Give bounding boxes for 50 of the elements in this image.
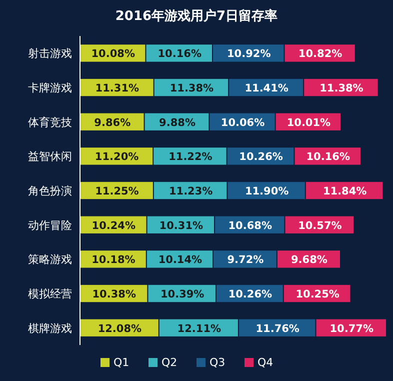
data-label: 10.82% — [298, 48, 343, 60]
y-tick-label: 角色扮演 — [28, 184, 72, 198]
data-label: 9.68% — [290, 254, 328, 266]
y-tick-label: 策略游戏 — [28, 253, 72, 266]
legend-label: Q3 — [210, 356, 226, 369]
legend-label: Q2 — [162, 356, 178, 369]
data-label: 11.25% — [95, 186, 140, 198]
y-tick-label: 射击游戏 — [28, 47, 72, 60]
data-label: 10.26% — [239, 151, 284, 164]
data-label: 12.08% — [98, 322, 142, 335]
y-tick-label: 棋牌游戏 — [28, 322, 72, 335]
data-label: 10.31% — [159, 220, 204, 232]
data-label: 9.88% — [159, 116, 196, 129]
data-label: 12.11% — [177, 322, 222, 335]
data-label: 10.16% — [306, 151, 350, 164]
data-label: 10.68% — [228, 220, 272, 232]
data-label: 10.57% — [298, 220, 342, 232]
data-label: 11.41% — [244, 82, 289, 94]
data-label: 11.38% — [320, 82, 364, 94]
data-label: 11.76% — [256, 322, 300, 335]
y-tick-label: 益智休闲 — [28, 150, 72, 164]
data-label: 10.06% — [220, 116, 266, 129]
data-label: 10.24% — [92, 220, 136, 232]
data-label: 9.86% — [94, 116, 132, 129]
data-label: 11.84% — [322, 186, 368, 198]
data-label: 10.77% — [330, 322, 374, 335]
data-label: 9.72% — [227, 254, 264, 266]
data-label: 11.23% — [168, 186, 214, 198]
data-label: 11.20% — [94, 151, 140, 164]
data-label: 10.39% — [160, 288, 205, 300]
data-label: 10.01% — [286, 116, 332, 129]
data-label: 10.38% — [92, 288, 136, 300]
y-tick-label: 卡牌游戏 — [28, 82, 72, 94]
data-label: 10.16% — [158, 48, 202, 60]
chart-title: 2016年游戏用户7日留存率 — [115, 8, 278, 24]
data-label: 10.26% — [228, 288, 273, 300]
data-label: 10.92% — [227, 48, 272, 60]
data-label: 11.31% — [95, 82, 140, 94]
y-tick-label: 体育竞技 — [28, 116, 72, 129]
data-label: 11.22% — [168, 151, 213, 164]
legend-label: Q1 — [114, 356, 130, 369]
data-label: 10.14% — [158, 254, 203, 266]
y-tick-label: 动作冒险 — [28, 218, 72, 232]
legend-label: Q4 — [258, 356, 274, 369]
data-label: 10.25% — [296, 288, 340, 300]
data-label: 10.08% — [91, 48, 136, 60]
y-tick-label: 模拟经营 — [28, 288, 72, 300]
data-label: 11.90% — [244, 186, 290, 198]
data-label: 10.18% — [92, 254, 136, 266]
data-label: 11.38% — [170, 82, 214, 94]
